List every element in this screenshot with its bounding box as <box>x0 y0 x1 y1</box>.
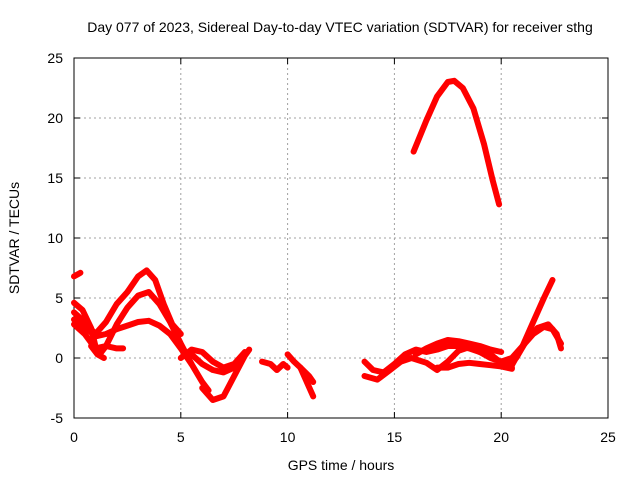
x-tick-label: 20 <box>493 429 509 445</box>
x-axis-label: GPS time / hours <box>288 457 395 473</box>
axis-ticks: 0 5 10 15 20 25 -5 0 5 10 15 20 25 <box>47 50 616 445</box>
data-series <box>71 77 564 403</box>
y-tick-label: 0 <box>55 350 63 366</box>
series-arc-6 <box>88 343 107 361</box>
series-arc-19 <box>498 323 564 365</box>
series-arc-2 <box>71 289 212 394</box>
x-tick-label: 15 <box>387 429 403 445</box>
series-arc-1 <box>71 269 84 280</box>
x-tick-label: 0 <box>70 429 78 445</box>
y-tick-label: 15 <box>47 170 63 186</box>
series-arc-15 <box>412 337 505 358</box>
y-tick-label: 5 <box>55 290 63 306</box>
series-arc-4 <box>71 316 195 367</box>
x-tick-label: 10 <box>280 429 296 445</box>
series-arc-8 <box>199 346 253 403</box>
series-arc-20 <box>410 77 503 208</box>
series-arc-16 <box>434 359 515 372</box>
series-arc-5 <box>71 321 127 352</box>
y-tick-label: 20 <box>47 110 63 126</box>
series-arc-12 <box>297 364 317 400</box>
x-tick-label: 25 <box>600 429 616 445</box>
y-axis-label: SDTVAR / TECUs <box>6 182 22 294</box>
series-arc-10 <box>259 358 291 373</box>
chart-title: Day 077 of 2023, Sidereal Day-to-day VTE… <box>87 19 593 35</box>
y-tick-label: -5 <box>51 410 64 426</box>
series-arc-7 <box>177 346 248 371</box>
y-tick-label: 10 <box>47 230 63 246</box>
series-arc-9 <box>188 351 238 376</box>
x-tick-label: 5 <box>177 429 185 445</box>
grid <box>74 58 608 418</box>
y-tick-label: 25 <box>47 50 63 66</box>
